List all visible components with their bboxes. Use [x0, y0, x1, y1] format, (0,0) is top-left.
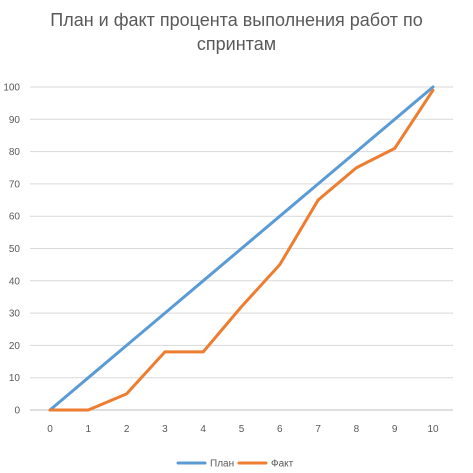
series-line-plan — [48, 85, 435, 412]
y-tick-label: 70 — [9, 179, 21, 190]
x-tick-label: 0 — [47, 424, 53, 435]
x-tick-label: 10 — [427, 424, 439, 435]
y-tick-label: 0 — [14, 406, 20, 417]
chart-title-line-1: План и факт процента выполнения работ по — [50, 10, 423, 30]
y-tick-label: 90 — [9, 115, 21, 126]
chart-title-line-2: спринтам — [196, 34, 277, 54]
legend: План Факт — [176, 459, 294, 470]
y-tick-label: 10 — [9, 373, 21, 384]
x-tick-label: 8 — [354, 424, 360, 435]
legend-label: Факт — [271, 459, 294, 470]
y-tick-label: 100 — [3, 83, 20, 94]
x-tick-label: 7 — [315, 424, 321, 435]
series-lines — [48, 85, 435, 412]
x-axis-ticks: 0 1 2 3 4 5 6 7 8 9 10 — [47, 424, 439, 435]
x-tick-label: 5 — [239, 424, 245, 435]
gridlines — [30, 86, 453, 411]
x-tick-label: 1 — [86, 424, 92, 435]
x-tick-label: 6 — [277, 424, 283, 435]
y-axis-ticks: 0 10 20 30 40 50 60 70 80 90 100 — [3, 83, 20, 417]
chart-title: План и факт процента выполнения работ по… — [0, 8, 473, 56]
y-tick-label: 30 — [9, 309, 21, 320]
y-tick-label: 40 — [9, 276, 21, 287]
series-line-fact — [48, 88, 435, 412]
x-tick-label: 9 — [392, 424, 398, 435]
y-tick-label: 60 — [9, 212, 21, 223]
legend-label: План — [210, 459, 234, 470]
x-tick-label: 2 — [124, 424, 130, 435]
y-tick-label: 50 — [9, 244, 21, 255]
x-tick-label: 3 — [162, 424, 168, 435]
x-tick-label: 4 — [200, 424, 206, 435]
y-tick-label: 20 — [9, 341, 21, 352]
y-tick-label: 80 — [9, 147, 21, 158]
